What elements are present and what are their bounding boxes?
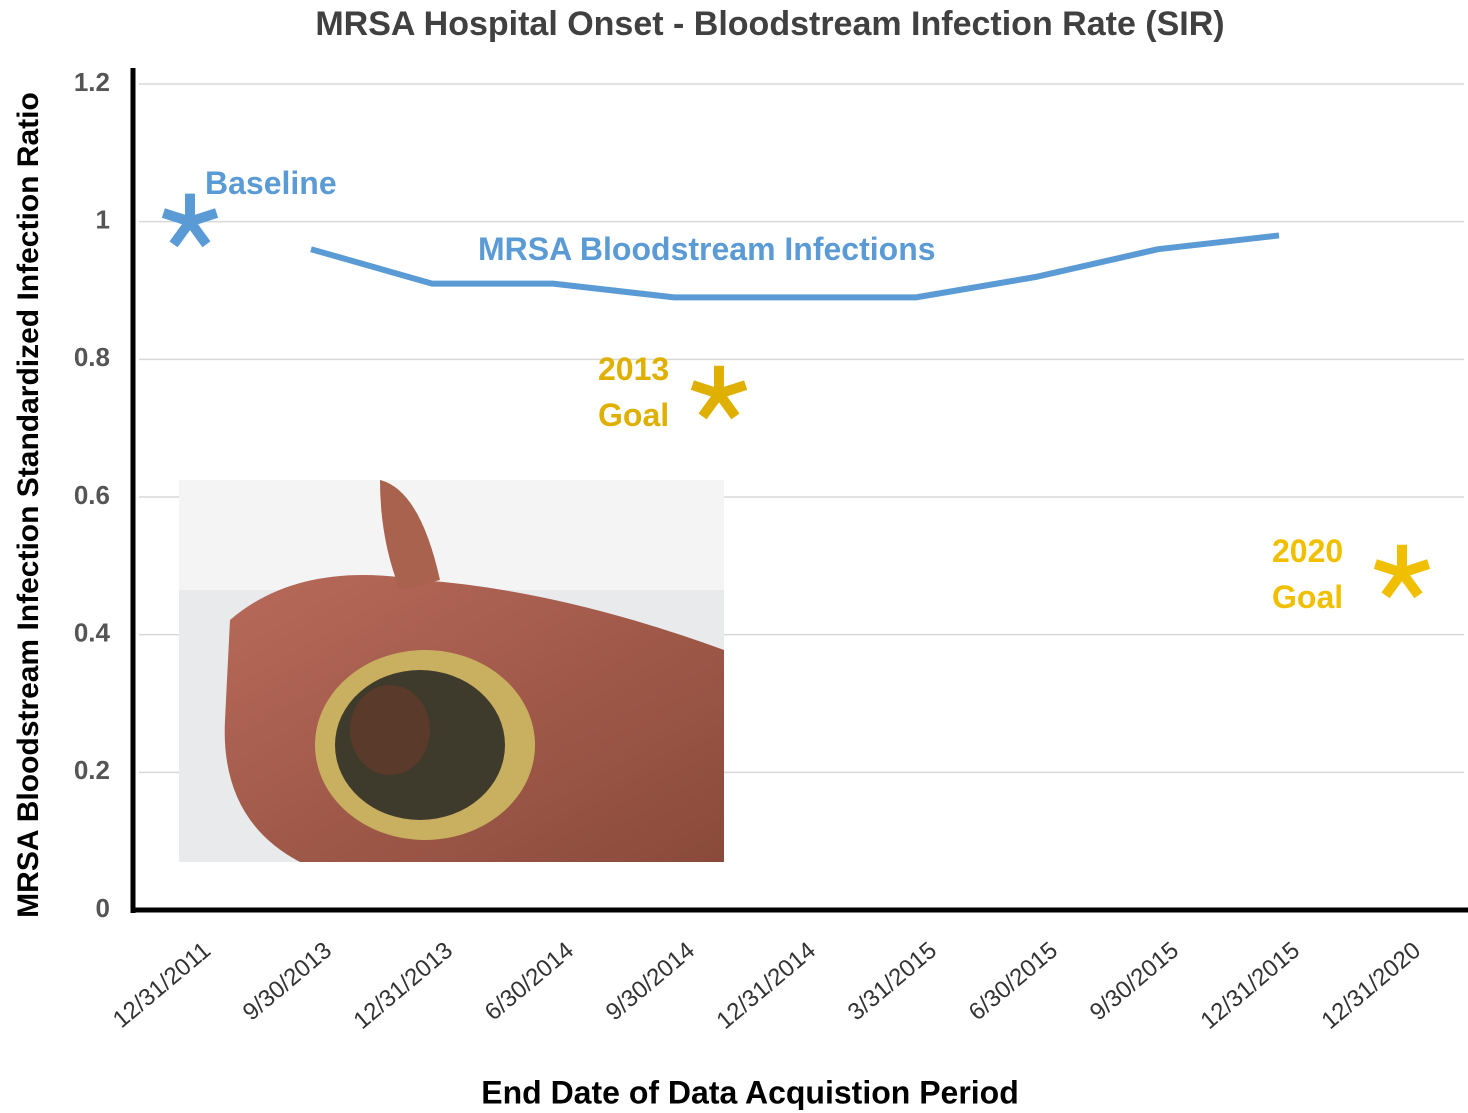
- series-label: 2013 Goal: [598, 346, 688, 438]
- series-label: MRSA Bloodstream Infections: [478, 226, 998, 272]
- x-tick-label: 3/31/2015: [843, 937, 942, 1026]
- y-tick-label: 0.4: [74, 618, 111, 648]
- x-axis-title: End Date of Data Acquistion Period: [481, 1074, 1019, 1110]
- x-tick-label: 12/31/2015: [1196, 937, 1305, 1035]
- page: {"chart_data": { "type": "line", "title"…: [0, 0, 1468, 1113]
- y-axis-title: MRSA Bloodstream Infection Standardized …: [12, 92, 45, 918]
- x-tick-label: 6/30/2015: [964, 937, 1063, 1026]
- y-tick-label: 0.2: [74, 755, 110, 785]
- y-tick-label: 0.6: [74, 480, 110, 510]
- x-tick-label: 9/30/2013: [238, 937, 337, 1026]
- series-label: 2020 Goal: [1272, 528, 1362, 620]
- x-tick-label: 12/31/2020: [1317, 937, 1426, 1035]
- x-tick-label: 9/30/2014: [601, 937, 700, 1026]
- chart-title: MRSA Hospital Onset - Bloodstream Infect…: [315, 5, 1224, 43]
- y-tick-label: 0.8: [74, 342, 110, 372]
- series-label: Baseline: [205, 160, 405, 206]
- x-tick-label: 9/30/2015: [1085, 937, 1184, 1026]
- asterisk-marker: [1375, 545, 1428, 596]
- x-tick-label: 12/31/2013: [349, 937, 458, 1035]
- photo: [179, 480, 724, 862]
- y-tick-label: 1: [96, 205, 110, 235]
- x-tick-label: 12/31/2011: [108, 937, 216, 1034]
- asterisk-marker: [692, 366, 745, 417]
- x-tick-label: 6/30/2014: [480, 937, 579, 1026]
- x-tick-label: 12/31/2014: [712, 937, 821, 1035]
- y-tick-label: 0: [96, 893, 110, 923]
- y-tick-label: 1.2: [74, 67, 110, 97]
